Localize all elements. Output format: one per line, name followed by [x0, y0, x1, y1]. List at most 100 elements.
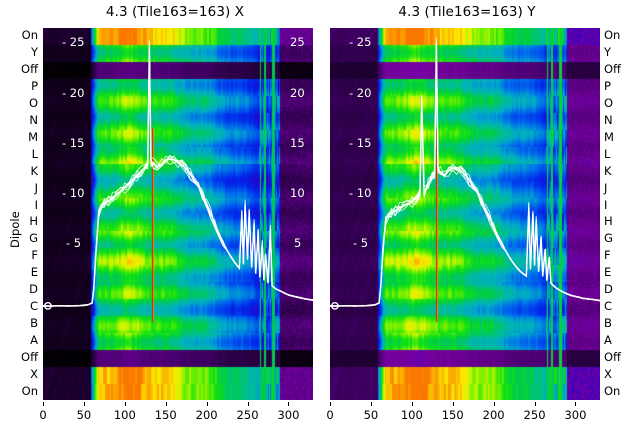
- xtick-Y-2: [411, 402, 413, 406]
- category-label-right-21: On: [604, 383, 621, 398]
- overlay-trace: [43, 43, 313, 307]
- xtick-X-0: [43, 402, 44, 406]
- overlay-trace: [43, 45, 313, 307]
- inner-ytick-y-left-2: - 15: [349, 136, 372, 150]
- category-label-left-9: J: [34, 180, 38, 195]
- overlay-trace: [43, 42, 313, 307]
- category-label-right-19: Off: [604, 349, 621, 364]
- xtick-label-X-3: 150: [154, 408, 177, 422]
- category-label-right-10: I: [604, 197, 608, 212]
- category-label-right-1: Y: [604, 45, 612, 60]
- category-label-right-20: X: [604, 366, 612, 381]
- inner-ytick-y-left-3: - 10: [349, 186, 372, 200]
- heatmap-image-y: [330, 28, 600, 400]
- category-label-left-0: On: [21, 28, 38, 43]
- heatmap-panel-y[interactable]: [330, 28, 600, 400]
- inner-ytick-x-left-0: - 25: [62, 35, 85, 49]
- heatmap-canvas: [43, 28, 313, 400]
- category-label-left-8: K: [30, 163, 38, 178]
- inner-ytick-x-right-2: 15: [290, 136, 305, 150]
- category-label-left-12: G: [29, 231, 38, 246]
- xtick-label-Y-6: 300: [564, 408, 587, 422]
- xtick-Y-6: [575, 402, 577, 406]
- category-label-left-16: C: [29, 299, 38, 313]
- inner-ytick-y-left-4: - 5: [353, 236, 369, 250]
- category-label-left-10: I: [34, 197, 38, 212]
- xtick-label-X-1: 50: [76, 408, 92, 422]
- overlay-trace: [43, 45, 313, 307]
- xtick-Y-4: [493, 402, 495, 406]
- category-label-right-16: C: [604, 299, 613, 313]
- category-label-right-14: E: [604, 265, 612, 280]
- xtick-label-Y-2: 100: [400, 408, 423, 422]
- overlay-trace: [330, 42, 600, 307]
- xaxis-panel-x: 0 50 100 150 200 250 300: [39, 402, 313, 432]
- overlay-curves-y: [330, 37, 600, 310]
- xtick-label-Y-0: 0: [326, 408, 334, 422]
- inner-ytick-y-left-0: - 25: [349, 35, 372, 49]
- xtick-label-Y-3: 150: [441, 408, 464, 422]
- category-label-right-3: P: [604, 79, 611, 94]
- category-label-left-13: F: [31, 248, 38, 263]
- xtick-X-2: [124, 402, 126, 406]
- inner-ytick-x-left-4: - 5: [66, 236, 82, 250]
- xtick-Y-3: [452, 402, 454, 406]
- overlay-trace: [330, 41, 600, 307]
- category-label-left-21: On: [21, 383, 38, 398]
- inner-ytick-x-left-3: - 10: [62, 186, 85, 200]
- category-label-right-7: L: [604, 146, 611, 161]
- category-label-right-13: F: [604, 248, 611, 263]
- category-label-left-11: H: [29, 214, 38, 229]
- zero-marker: [331, 301, 339, 310]
- xtick-X-4: [206, 402, 208, 406]
- xtick-label-X-2: 100: [113, 408, 136, 422]
- xtick-label-Y-4: 200: [482, 408, 505, 422]
- zero-marker: [44, 301, 52, 310]
- xtick-label-X-0: 0: [39, 408, 47, 422]
- inner-ytick-x-left-1: - 20: [62, 86, 85, 100]
- category-label-right-2: Off: [604, 62, 621, 77]
- category-label-right-9: J: [604, 180, 608, 195]
- category-label-left-2: Off: [21, 62, 38, 77]
- inner-ytick-x-right-0: 25: [290, 35, 305, 49]
- panel-title-y: 4.3 (Tile163=163) Y: [398, 4, 536, 20]
- category-label-right-5: N: [604, 113, 613, 127]
- category-label-left-7: L: [31, 146, 38, 161]
- inner-ytick-x-left-2: - 15: [62, 136, 85, 150]
- overlay-trace: [330, 43, 600, 307]
- category-label-right-8: K: [604, 163, 612, 178]
- category-label-left-14: E: [30, 265, 38, 280]
- category-label-left-1: Y: [30, 45, 38, 60]
- inner-ytick-y-left-1: - 20: [349, 86, 372, 100]
- heatmap-panel-x[interactable]: [43, 28, 313, 400]
- category-labels-right: On Y Off P O N M L K J I H G F E D C B A Off X On: [600, 28, 640, 400]
- category-label-left-4: O: [28, 96, 38, 111]
- category-label-right-6: M: [604, 129, 614, 144]
- xtick-label-Y-1: 50: [363, 408, 379, 422]
- overlay-trace: [43, 40, 313, 307]
- category-label-right-12: G: [604, 231, 613, 246]
- category-labels-left: On Y Off P O N M L K J I H G F E D C B A Off X On: [0, 28, 40, 400]
- xtick-label-Y-5: 250: [523, 408, 546, 422]
- panel-title-x: 4.3 (Tile163=163) X: [105, 4, 245, 20]
- xtick-X-3: [165, 402, 167, 406]
- category-label-left-17: B: [30, 315, 38, 330]
- xtick-X-1: [83, 402, 85, 406]
- category-label-left-3: P: [31, 79, 38, 94]
- xtick-label-X-4: 200: [195, 408, 218, 422]
- overlay-trace: [43, 47, 313, 307]
- category-label-right-4: O: [604, 96, 614, 111]
- xaxis-panel-y: 0 50 100 150 200 250 300: [326, 402, 600, 432]
- xtick-X-6: [288, 402, 290, 406]
- category-label-left-20: X: [30, 366, 38, 381]
- heatmap-image-x: [43, 28, 313, 400]
- heatmap-canvas: [330, 28, 600, 400]
- inner-ytick-x-right-4: 5: [294, 236, 302, 250]
- overlay-trace: [43, 42, 313, 307]
- category-label-right-15: D: [604, 282, 613, 297]
- category-label-right-18: A: [604, 332, 612, 347]
- xtick-X-5: [247, 402, 249, 406]
- overlay-curves-x: [43, 40, 313, 310]
- category-label-right-17: B: [604, 315, 612, 330]
